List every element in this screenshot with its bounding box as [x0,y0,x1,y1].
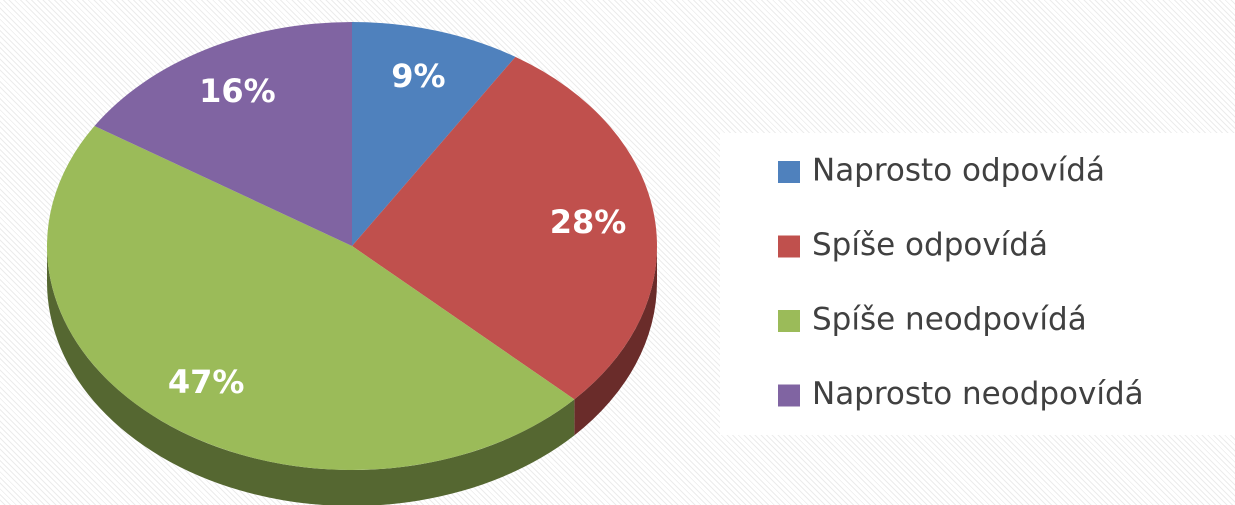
slice [352,22,516,246]
slice [46,125,575,471]
slice [94,21,352,246]
legend-box [720,133,1235,435]
data-label: 28% [550,203,627,241]
legend-swatch [778,384,800,407]
data-label: 16% [199,72,276,110]
data-label: 9% [391,57,445,95]
legend-label: Spíše neodpovídá [812,302,1087,338]
legend-swatch [778,235,800,258]
legend-label: Naprosto odpovídá [812,153,1105,189]
slice-side [47,246,575,505]
slice [352,56,658,400]
data-label: 47% [168,363,245,401]
legend-swatch [778,161,800,183]
legend-swatch [778,310,800,332]
slice-side [574,246,657,436]
legend-label: Naprosto neodpovídá [812,376,1144,412]
legend-label: Spíše odpovídá [812,227,1048,263]
